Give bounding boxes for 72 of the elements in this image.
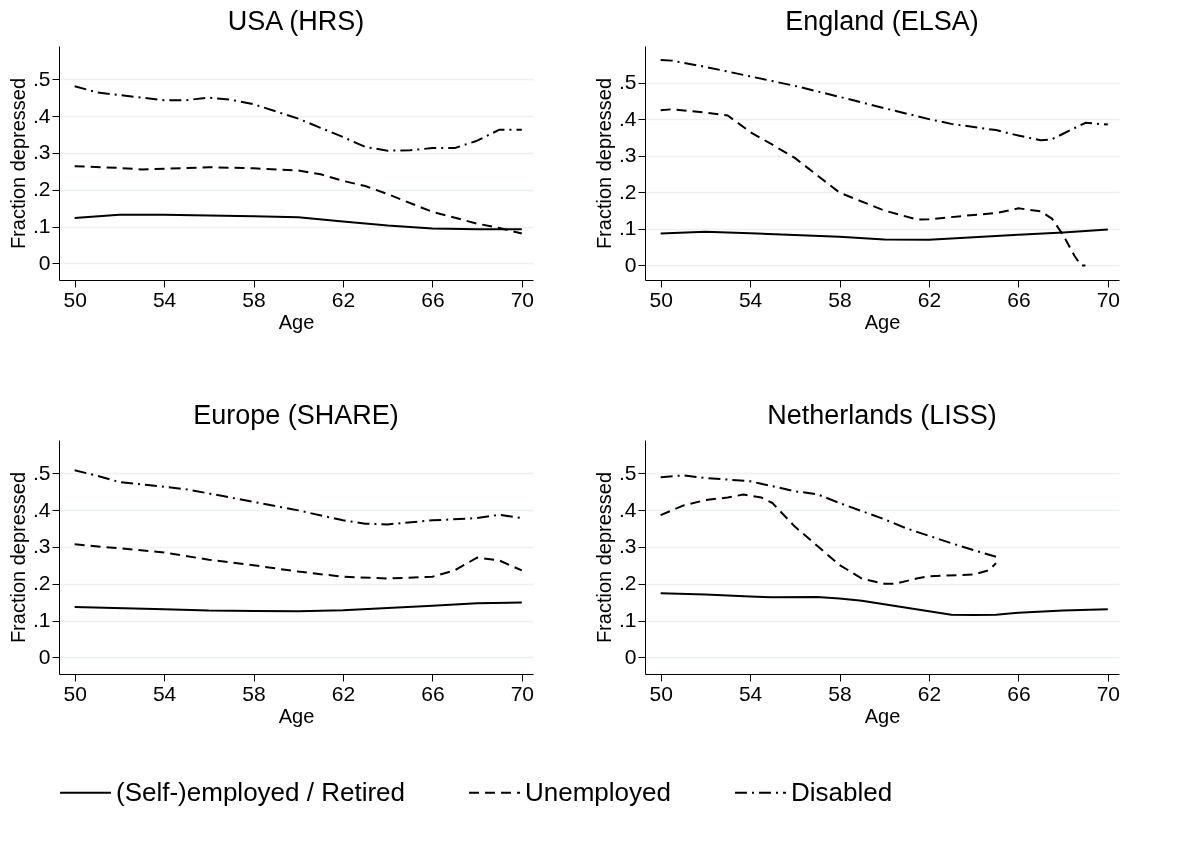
x-axis-title: Age (278, 310, 315, 333)
line-series (659, 58, 1109, 142)
x-tick-label: 50 (63, 287, 87, 311)
x-tick-label: 62 (917, 287, 942, 311)
line-series (73, 165, 523, 235)
y-tick-label: 0 (624, 644, 637, 668)
x-tick-label: 58 (828, 681, 852, 705)
legend-label: Unemployed (525, 776, 671, 807)
y-tick-label: .2 (618, 179, 637, 203)
legend-label: Disabled (791, 776, 893, 807)
y-tick-label: .4 (618, 497, 637, 521)
x-axis-title: Age (864, 704, 901, 727)
x-tick-label: 62 (917, 681, 942, 705)
y-tick-label: .4 (32, 103, 51, 127)
x-tick-label: 70 (1096, 681, 1120, 705)
y-tick-label: .5 (618, 460, 637, 484)
y-tick-label: .3 (618, 143, 637, 167)
x-tick-label: 66 (1007, 287, 1031, 311)
x-tick-label: 66 (421, 287, 445, 311)
legend-label: (Self-)employed / Retired (116, 776, 405, 807)
x-tick-label: 66 (421, 681, 445, 705)
x-tick-label: 54 (152, 287, 177, 311)
y-tick-label: .1 (32, 608, 51, 632)
x-tick-label: 50 (63, 681, 87, 705)
y-tick-label: 0 (38, 250, 51, 274)
x-tick-label: 70 (1096, 287, 1120, 311)
x-tick-label: 54 (738, 287, 763, 311)
chart-title: Netherlands (LISS) (767, 400, 997, 430)
y-axis-title: Fraction depressed (6, 471, 29, 644)
x-tick-label: 54 (152, 681, 177, 705)
y-axis-title: Fraction depressed (592, 77, 615, 250)
y-tick-label: .3 (618, 534, 637, 558)
y-tick-label: .3 (32, 534, 51, 558)
line-series (659, 474, 998, 558)
y-tick-label: .5 (32, 66, 51, 90)
y-axis-title: Fraction depressed (6, 77, 29, 250)
y-axis-title: Fraction depressed (592, 471, 615, 644)
y-tick-label: .4 (618, 106, 637, 130)
line-series (659, 493, 998, 585)
x-tick-label: 58 (242, 287, 266, 311)
x-tick-label: 62 (331, 287, 356, 311)
line-series (73, 601, 523, 613)
y-tick-label: .3 (32, 140, 51, 164)
line-series (73, 543, 523, 580)
x-tick-label: 70 (510, 681, 534, 705)
chart-title: USA (HRS) (227, 6, 365, 36)
chart-title: England (ELSA) (785, 6, 979, 36)
x-tick-label: 62 (331, 681, 356, 705)
y-tick-label: .5 (618, 70, 637, 94)
y-tick-label: 0 (624, 252, 637, 276)
y-tick-label: .1 (618, 608, 637, 632)
x-axis-title: Age (278, 704, 315, 727)
y-tick-label: 0 (38, 644, 51, 668)
x-tick-label: 58 (828, 287, 852, 311)
line-series (73, 469, 523, 526)
y-tick-label: .1 (32, 214, 51, 238)
line-series (73, 85, 523, 152)
x-tick-label: 54 (738, 681, 763, 705)
x-tick-label: 58 (242, 681, 266, 705)
y-tick-label: .2 (32, 177, 51, 201)
y-tick-label: .5 (32, 460, 51, 484)
x-tick-label: 50 (649, 287, 673, 311)
y-tick-label: .1 (618, 216, 637, 240)
y-tick-label: .2 (32, 571, 51, 595)
line-series (659, 592, 1109, 617)
y-tick-label: .2 (618, 571, 637, 595)
x-tick-label: 66 (1007, 681, 1031, 705)
x-axis-title: Age (864, 310, 901, 333)
x-tick-label: 50 (649, 681, 673, 705)
chart-title: Europe (SHARE) (193, 400, 399, 430)
y-tick-label: .4 (32, 497, 51, 521)
x-tick-label: 70 (510, 287, 534, 311)
